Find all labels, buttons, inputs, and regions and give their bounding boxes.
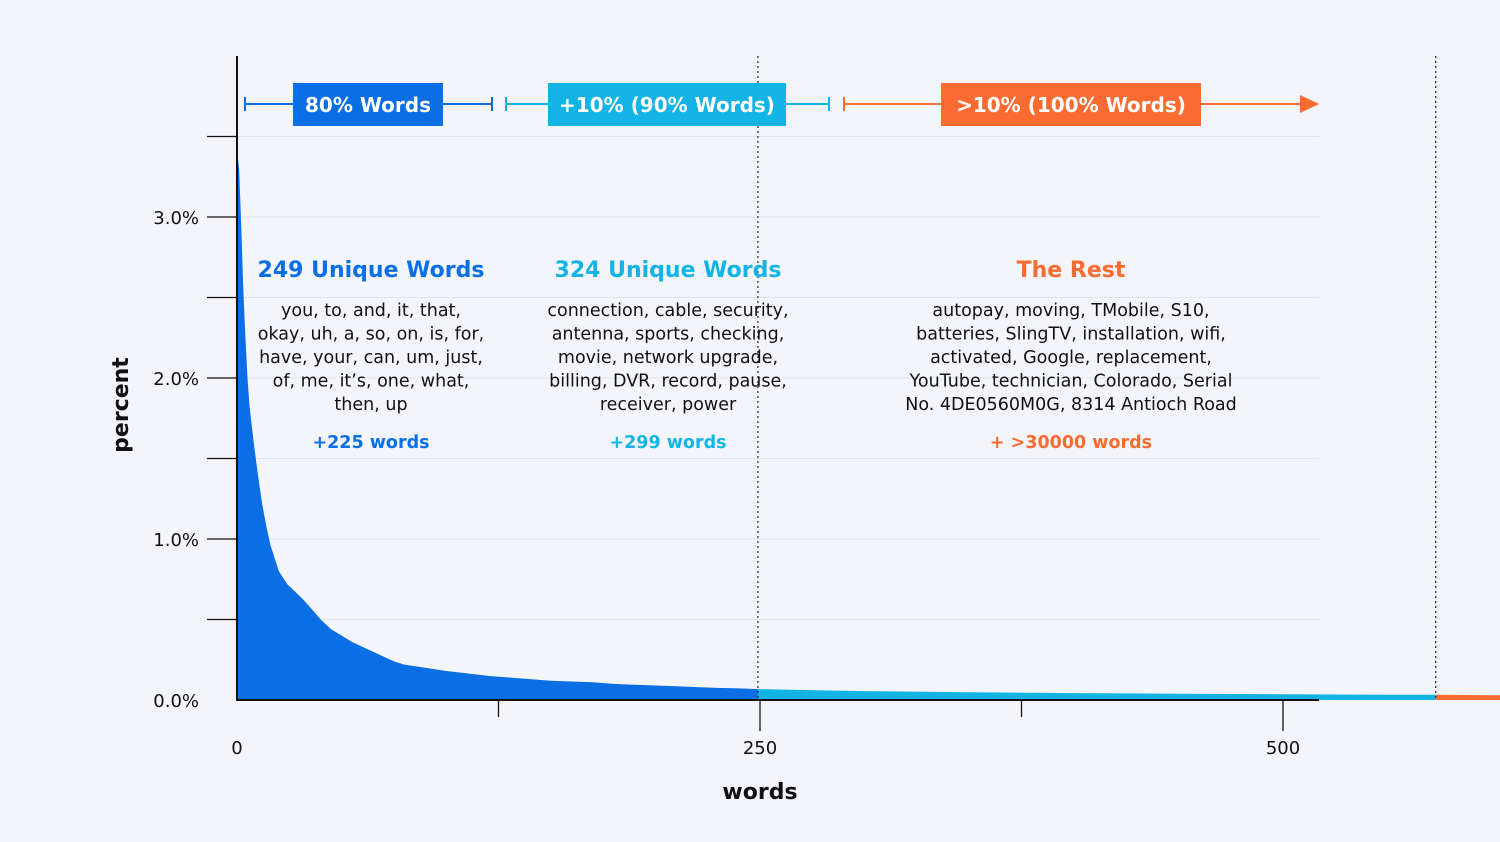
band-box-1 (293, 83, 443, 126)
x-tick-label: 500 (1266, 738, 1300, 759)
segment-words-line: receiver, power (600, 395, 737, 415)
band-box-3 (941, 83, 1201, 126)
segment-words-line: okay, uh, a, so, on, is, for, (258, 325, 485, 345)
segment-heading-3: The Rest (1017, 258, 1126, 283)
area-segment-3 (1435, 694, 1500, 700)
y-axis-label: percent (109, 357, 134, 453)
segment-annotations: 249 Unique Words you, to, and, it, that, o… (258, 258, 1237, 453)
y-tick-label: 2.0% (153, 369, 199, 390)
area-segment-2 (757, 689, 1436, 700)
range-bands: 80% Words +10% (90% Words) >10% (100% Word… (244, 83, 1319, 126)
segment-extra-1: +225 words (312, 433, 429, 453)
segment-words-line: antenna, sports, checking, (552, 325, 785, 345)
segment-words-line: billing, DVR, record, pause, (549, 372, 787, 392)
segment-words-line: you, to, and, it, that, (281, 301, 461, 321)
band-label-1: 80% Words (305, 93, 431, 117)
segment-heading-1: 249 Unique Words (258, 258, 485, 283)
x-tick-label: 250 (743, 738, 777, 759)
segment-words-line: batteries, SlingTV, installation, wifi, (916, 325, 1226, 345)
segment-words-line: No. 4DE0560M0G, 8314 Antioch Road (905, 395, 1237, 415)
gridlines (237, 136, 1319, 620)
segment-heading-2: 324 Unique Words (555, 258, 782, 283)
y-tick-label: 0.0% (153, 691, 199, 712)
band-label-3: >10% (100% Words) (956, 93, 1186, 117)
segment-words-line: movie, network upgrade, (558, 348, 778, 368)
segment-words-line: have, your, can, um, just, (259, 348, 483, 368)
y-tick-label: 3.0% (153, 208, 199, 229)
segment-extra-3: + >30000 words (990, 433, 1152, 453)
area-layer (237, 149, 1500, 700)
segment-words-line: of, me, it’s, one, what, (273, 372, 470, 392)
band-label-2: +10% (90% Words) (559, 93, 775, 117)
x-axis-label: words (722, 780, 797, 805)
area-segment-1 (237, 149, 758, 700)
band-box-2 (548, 83, 786, 126)
segment-words-line: activated, Google, replacement, (930, 348, 1212, 368)
segment-words-line: then, up (334, 395, 407, 415)
x-tick-label: 0 (231, 738, 242, 759)
segment-words-line: autopay, moving, TMobile, S10, (932, 301, 1209, 321)
ticks: 0.0%1.0%2.0%3.0%02505007501000 (153, 135, 1300, 759)
segment-extra-2: +299 words (609, 433, 726, 453)
segment-words-line: connection, cable, security, (547, 301, 788, 321)
band-arrowhead (1300, 95, 1319, 113)
segment-dividers (757, 56, 1437, 700)
segment-words-line: YouTube, technician, Colorado, Serial (909, 372, 1233, 392)
y-tick-label: 1.0% (153, 530, 199, 551)
